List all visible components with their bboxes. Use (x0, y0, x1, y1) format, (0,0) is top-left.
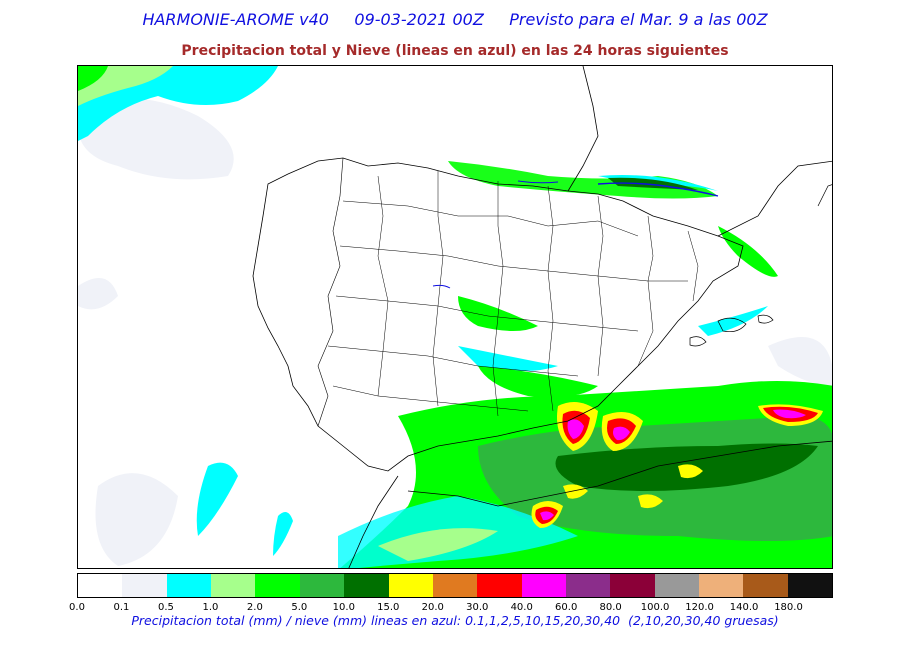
color-scale-segment (78, 574, 123, 597)
precip-green-interior (478, 366, 598, 398)
light-precip-area (78, 278, 118, 310)
color-scale-tick-label: 0.5 (157, 602, 174, 613)
precip-green-north (448, 161, 718, 199)
color-scale-tick-label: 10.0 (332, 602, 355, 613)
color-scale-tick-label: 20.0 (421, 602, 444, 613)
precip-cyan-interior (458, 346, 558, 371)
color-scale-segment (477, 574, 522, 597)
precip-yellow-cell (563, 484, 588, 499)
color-scale-tick-label: 5.0 (291, 602, 308, 613)
color-scale-tick-label: 180.0 (774, 602, 803, 613)
legend-caption: Precipitacion total (mm) / nieve (mm) li… (131, 613, 779, 628)
color-scale-segment (521, 574, 566, 597)
precip-cyan-ne (698, 306, 768, 336)
precip-magenta-cell (540, 511, 554, 521)
snow-line (517, 180, 559, 184)
precip-magenta-cell (613, 426, 630, 441)
precip-green-ne (718, 226, 778, 277)
color-scale-tick-label: 2.0 (246, 602, 263, 613)
color-scale-segment (432, 574, 478, 597)
snow-line (597, 182, 719, 197)
precip-green-nw (78, 66, 108, 91)
precip-magenta-cell (773, 409, 806, 419)
color-scale-segment (699, 574, 744, 597)
color-scale-segment (388, 574, 433, 597)
color-scale-tick-label: 30.0 (466, 602, 489, 613)
color-scale-segment (122, 574, 167, 597)
precip-magenta-cell (567, 419, 584, 439)
color-scale-segment (211, 574, 256, 597)
map-subtitle: Precipitacion total y Nieve (lineas en a… (181, 43, 729, 59)
precip-lightgreen-south (378, 528, 498, 561)
precipitation-map (77, 65, 833, 569)
color-scale-tick-label: 0.0 (69, 602, 85, 613)
light-precip-area (78, 98, 234, 180)
precip-yellow-cell (638, 494, 663, 509)
color-scale-segment (787, 574, 833, 597)
color-scale-segment (166, 574, 212, 597)
balearic-islands (717, 317, 747, 333)
color-scale-segment (299, 574, 345, 597)
color-scale-ticks: 0.0 0.1 0.5 1.0 2.0 5.0 10.0 15.0 20.0 30.0 40.0 60… (69, 602, 833, 614)
precip-cyan-atlantic (196, 462, 238, 536)
color-scale-tick-label: 140.0 (729, 602, 759, 613)
color-scale-segment (565, 574, 611, 597)
color-scale-segment (743, 574, 788, 597)
color-scale-tick-label: 80.0 (599, 602, 622, 613)
light-precip-area (768, 337, 832, 386)
snow-line (432, 284, 451, 289)
balearic-islands (757, 314, 774, 324)
color-scale-tick-label: 15.0 (377, 602, 400, 613)
color-scale-segment (344, 574, 389, 597)
france-coastline (717, 160, 832, 237)
precip-cyan-atlantic (273, 512, 293, 556)
africa-coastline (348, 475, 399, 568)
balearic-islands (689, 336, 707, 347)
france-coastline (567, 66, 599, 192)
color-scale-segment (654, 574, 700, 597)
color-scale-tick-label: 100.0 (640, 602, 670, 613)
color-scale-tick-label: 0.1 (113, 602, 130, 613)
map-title: HARMONIE-AROME v40 09-03-2021 00Z Previs… (142, 10, 768, 29)
color-scale-tick-label: 40.0 (510, 602, 533, 613)
color-scale-tick-label: 1.0 (202, 602, 219, 613)
color-scale-segment (610, 574, 655, 597)
portugal-border (317, 157, 344, 427)
color-scale-tick-label: 60.0 (555, 602, 578, 613)
island-coastline (817, 184, 832, 207)
precip-yellow-cell (678, 464, 703, 479)
precipitation-color-scale (77, 573, 833, 598)
color-scale-tick-label: 120.0 (685, 602, 714, 613)
light-precip-area (95, 473, 178, 566)
color-scale-segment (255, 574, 300, 597)
map-graphic (78, 66, 832, 568)
province-borders (327, 171, 699, 417)
africa-coastline (407, 440, 832, 507)
